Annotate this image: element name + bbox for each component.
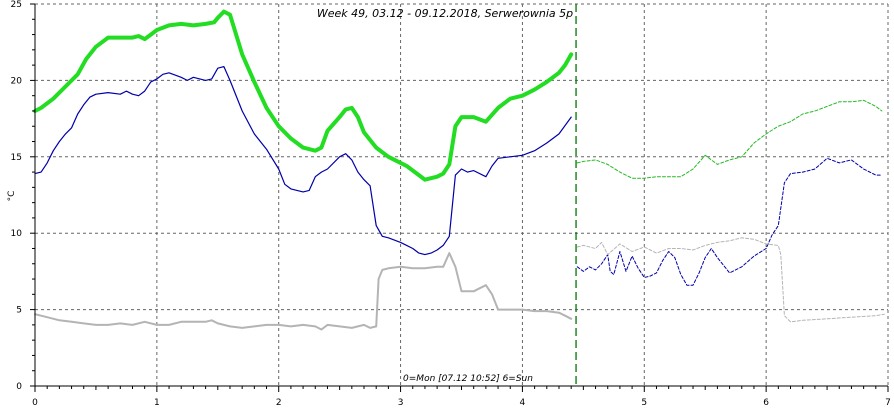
series-line-5	[576, 237, 885, 323]
y-tick-label-5: 25	[11, 0, 22, 10]
x-tick-label-3: 3	[398, 398, 404, 408]
y-tick-label-3: 15	[11, 153, 22, 163]
x-tick-label-5: 5	[641, 398, 647, 408]
x-axis-caption: 0=Mon [07.12 10:52] 6=Sun	[403, 374, 533, 384]
tick-labels: 0 5 10 15 20 25 0 1 2 3 4 5 6 7	[11, 0, 891, 408]
axes	[30, 3, 889, 392]
series-line-2	[34, 252, 573, 331]
series-group	[33, 9, 885, 331]
y-tick-label-0: 0	[16, 382, 22, 392]
x-tick-label-1: 1	[154, 398, 160, 408]
x-tick-label-4: 4	[520, 398, 526, 408]
series-line-1	[34, 66, 572, 256]
y-tick-label-1: 5	[16, 306, 22, 316]
x-tick-label-0: 0	[32, 398, 38, 408]
x-tick-label-6: 6	[763, 398, 769, 408]
y-tick-label-2: 10	[11, 229, 23, 239]
y-tick-label-4: 20	[11, 76, 23, 86]
x-tick-label-7: 7	[885, 398, 891, 408]
x-tick-label-2: 2	[276, 398, 282, 408]
y-axis-label: °C	[7, 191, 17, 202]
grid	[35, 3, 889, 386]
chart-title: Week 49, 03.12 - 09.12.2018, Serwerownia…	[317, 7, 573, 20]
series-line-0	[33, 9, 574, 182]
series-line-3	[576, 99, 883, 179]
series-line-4	[576, 157, 883, 286]
